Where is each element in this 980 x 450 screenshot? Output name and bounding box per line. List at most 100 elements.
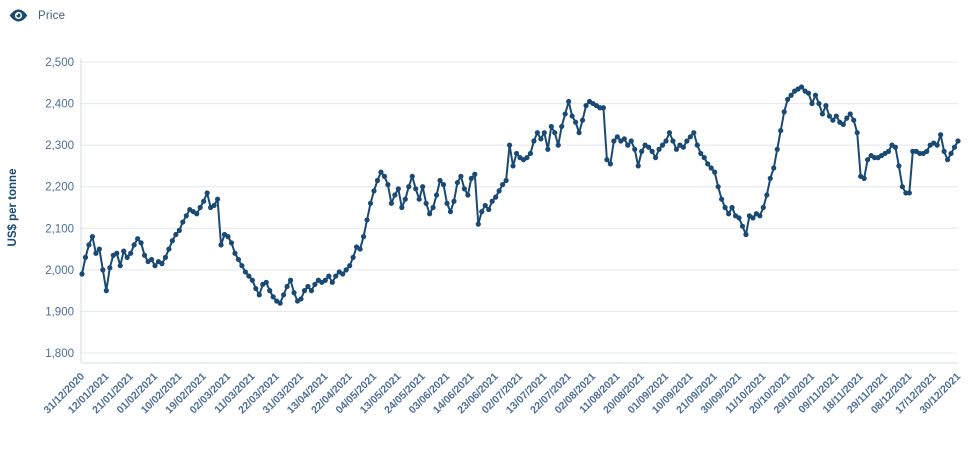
data-point-marker[interactable] <box>715 184 721 190</box>
data-point-marker[interactable] <box>573 119 579 125</box>
data-point-marker[interactable] <box>340 271 346 277</box>
data-point-marker[interactable] <box>399 204 405 211</box>
data-point-marker[interactable] <box>194 211 200 217</box>
data-point-marker[interactable] <box>253 285 259 292</box>
data-point-marker[interactable] <box>458 173 464 179</box>
data-point-marker[interactable] <box>242 269 248 275</box>
data-point-marker[interactable] <box>350 254 356 260</box>
data-point-marker[interactable] <box>781 109 787 115</box>
price-series-markers[interactable] <box>79 84 961 306</box>
data-point-marker[interactable] <box>180 219 186 225</box>
data-point-marker[interactable] <box>694 142 700 148</box>
data-point-marker[interactable] <box>583 103 589 109</box>
data-point-marker[interactable] <box>944 157 951 163</box>
data-point-marker[interactable] <box>680 144 686 150</box>
data-point-marker[interactable] <box>121 248 127 254</box>
data-point-marker[interactable] <box>114 250 120 256</box>
data-point-marker[interactable] <box>534 130 540 136</box>
data-point-marker[interactable] <box>131 242 137 248</box>
data-point-marker[interactable] <box>152 263 158 269</box>
data-point-marker[interactable] <box>691 130 697 136</box>
data-point-marker[interactable] <box>82 254 89 260</box>
data-point-marker[interactable] <box>117 263 123 269</box>
data-point-marker[interactable] <box>173 231 179 238</box>
data-point-marker[interactable] <box>239 263 245 269</box>
data-point-marker[interactable] <box>246 273 252 279</box>
data-point-marker[interactable] <box>948 150 954 157</box>
data-point-marker[interactable] <box>406 184 412 190</box>
data-point-marker[interactable] <box>646 144 652 150</box>
data-point-marker[interactable] <box>166 246 172 252</box>
data-point-marker[interactable] <box>305 283 311 290</box>
data-point-marker[interactable] <box>830 117 836 123</box>
data-point-marker[interactable] <box>433 192 440 198</box>
data-point-marker[interactable] <box>510 163 516 169</box>
data-point-marker[interactable] <box>785 96 791 103</box>
data-point-marker[interactable] <box>96 246 102 252</box>
data-point-marker[interactable] <box>472 171 478 177</box>
data-point-marker[interactable] <box>232 250 238 256</box>
data-point-marker[interactable] <box>381 173 388 179</box>
data-point-marker[interactable] <box>367 200 374 206</box>
data-point-marker[interactable] <box>725 211 732 217</box>
data-point-marker[interactable] <box>666 130 673 136</box>
data-point-marker[interactable] <box>743 231 749 238</box>
data-point-marker[interactable] <box>569 113 575 119</box>
data-point-marker[interactable] <box>343 267 349 273</box>
data-point-marker[interactable] <box>552 130 558 136</box>
data-point-marker[interactable] <box>409 173 415 179</box>
data-point-marker[interactable] <box>103 288 109 294</box>
data-point-marker[interactable] <box>819 111 826 117</box>
data-point-marker[interactable] <box>555 142 561 148</box>
data-point-marker[interactable] <box>89 234 96 240</box>
data-point-marker[interactable] <box>750 215 756 221</box>
data-point-marker[interactable] <box>760 204 766 211</box>
data-point-marker[interactable] <box>701 155 707 161</box>
data-point-marker[interactable] <box>659 142 666 148</box>
data-point-marker[interactable] <box>256 292 262 298</box>
data-point-marker[interactable] <box>652 155 659 161</box>
data-point-marker[interactable] <box>225 234 231 240</box>
data-point-marker[interactable] <box>885 148 892 154</box>
data-point-marker[interactable] <box>270 294 276 300</box>
data-point-marker[interactable] <box>663 138 669 144</box>
data-point-marker[interactable] <box>392 192 398 198</box>
data-point-marker[interactable] <box>347 263 353 269</box>
data-point-marker[interactable] <box>214 196 221 202</box>
data-point-marker[interactable] <box>684 138 690 144</box>
data-point-marker[interactable] <box>482 202 488 209</box>
data-point-marker[interactable] <box>506 142 513 148</box>
data-point-marker[interactable] <box>833 113 839 119</box>
data-point-marker[interactable] <box>496 188 502 194</box>
data-point-marker[interactable] <box>287 277 294 283</box>
data-point-marker[interactable] <box>604 157 610 163</box>
data-point-marker[interactable] <box>812 92 819 98</box>
data-point-marker[interactable] <box>705 161 711 167</box>
data-point-marker[interactable] <box>374 177 381 184</box>
data-point-marker[interactable] <box>371 188 377 194</box>
data-point-marker[interactable] <box>500 182 506 188</box>
data-point-marker[interactable] <box>844 115 850 121</box>
data-point-marker[interactable] <box>757 213 763 219</box>
data-point-marker[interactable] <box>322 277 328 283</box>
data-point-marker[interactable] <box>385 182 391 188</box>
data-point-marker[interactable] <box>93 250 99 256</box>
data-point-marker[interactable] <box>465 192 471 198</box>
data-point-marker[interactable] <box>437 177 443 184</box>
data-point-marker[interactable] <box>312 281 318 288</box>
data-point-marker[interactable] <box>955 138 961 144</box>
data-point-marker[interactable] <box>489 198 495 204</box>
eye-icon[interactable] <box>8 8 29 23</box>
legend-item-price[interactable]: Price <box>8 8 65 23</box>
data-point-marker[interactable] <box>767 175 773 181</box>
data-point-marker[interactable] <box>625 142 631 148</box>
data-point-marker[interactable] <box>486 206 492 213</box>
data-point-marker[interactable] <box>600 105 607 111</box>
data-point-marker[interactable] <box>493 194 499 200</box>
data-point-marker[interactable] <box>447 209 454 215</box>
data-point-marker[interactable] <box>301 288 308 294</box>
data-point-marker[interactable] <box>576 130 582 136</box>
data-point-marker[interactable] <box>840 121 846 127</box>
data-point-marker[interactable] <box>86 242 92 248</box>
